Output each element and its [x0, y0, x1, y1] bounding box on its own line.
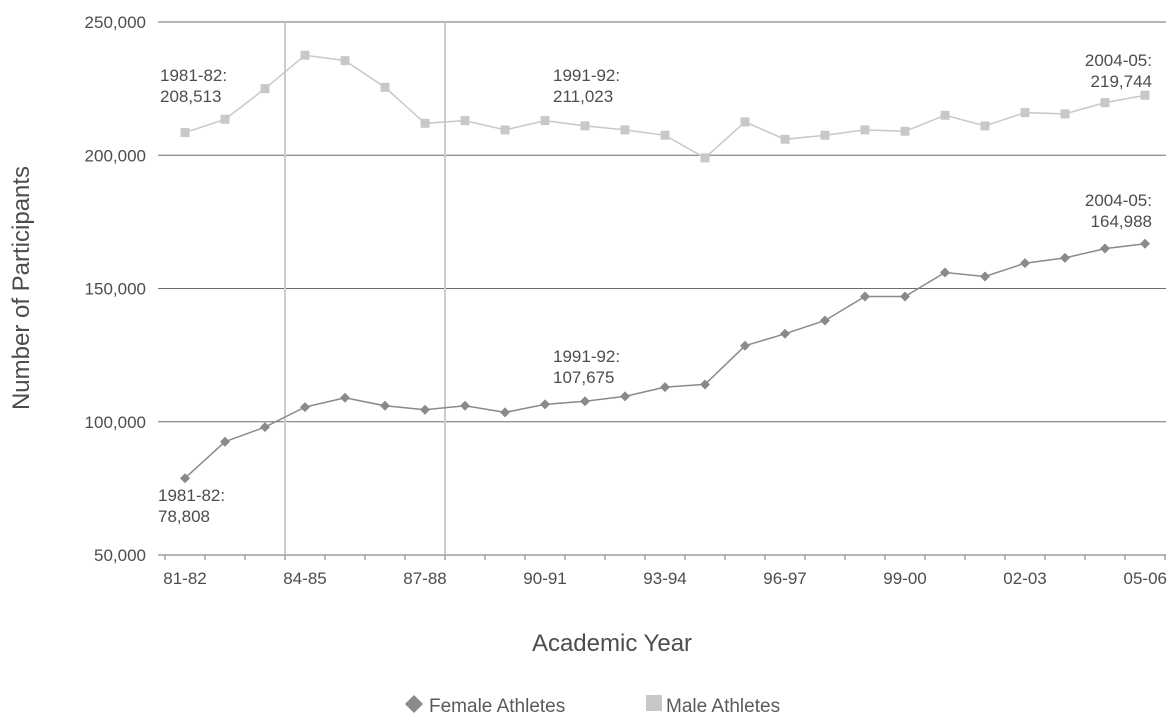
male-point — [220, 114, 230, 124]
y-axis-title: Number of Participants — [8, 166, 35, 410]
male-point — [700, 153, 710, 163]
x-tick-label: 96-97 — [763, 569, 806, 588]
y-tick-label: 150,000 — [85, 280, 146, 299]
male-point — [820, 130, 830, 140]
female-point — [460, 400, 470, 411]
y-tick-label: 100,000 — [85, 413, 146, 432]
female-point — [500, 407, 510, 418]
legend-male-marker — [646, 695, 662, 711]
male-point — [940, 110, 950, 120]
annotation-label: 1981-82: — [160, 66, 227, 85]
female-point — [900, 291, 910, 302]
y-tick-label: 50,000 — [94, 546, 146, 565]
male-point — [860, 125, 870, 135]
annotation-label: 211,023 — [553, 87, 613, 106]
female-point — [940, 267, 950, 278]
male-point — [380, 82, 390, 92]
annotation-label: 78,808 — [158, 507, 210, 526]
gridlines: 50,000 100,000 150,000 200,000 250,000 — [85, 13, 1166, 565]
female-point — [980, 271, 990, 282]
series-lines — [180, 50, 1150, 484]
male-point — [580, 121, 590, 131]
female-point — [860, 291, 870, 302]
x-tick-label: 87-88 — [403, 569, 446, 588]
female-point — [1020, 258, 1030, 269]
male-point — [540, 116, 550, 126]
series-line-male — [184, 54, 1146, 159]
x-tick-label: 81-82 — [163, 569, 206, 588]
x-axis-title: Academic Year — [532, 630, 692, 657]
female-point — [340, 392, 350, 403]
legend: Female Athletes Male Athletes — [405, 695, 780, 715]
female-point — [1140, 238, 1150, 249]
female-point — [420, 404, 430, 415]
annotation-label: 1991-92: — [553, 347, 620, 366]
female-point — [260, 422, 270, 433]
annotation-label: 2004-05: — [1085, 51, 1152, 70]
annotation-label: 219,744 — [1091, 72, 1152, 91]
legend-female-marker — [405, 695, 423, 713]
x-tick-label: 93-94 — [643, 569, 686, 588]
female-point — [780, 328, 790, 339]
annotation-label: 208,513 — [160, 87, 221, 106]
male-point — [300, 50, 310, 60]
male-point — [340, 56, 350, 66]
female-point — [540, 399, 550, 410]
y-tick-label: 250,000 — [85, 13, 146, 32]
annotation-label: 107,675 — [553, 368, 614, 387]
legend-male-label: Male Athletes — [666, 696, 780, 715]
y-tick-label: 200,000 — [85, 146, 146, 165]
female-point — [1100, 243, 1110, 254]
female-point — [580, 396, 590, 407]
male-point — [1100, 98, 1110, 108]
male-point — [780, 134, 790, 144]
annotation-label: 1981-82: — [158, 486, 225, 505]
annotations: 1981-82: 208,513 1991-92: 211,023 2004-05: 21… — [158, 51, 1152, 526]
female-point — [1060, 252, 1070, 263]
x-axis: 81-82 84-85 87-88 90-91 93-94 96-97 99-00 02-03… — [163, 555, 1167, 588]
female-point — [380, 400, 390, 411]
male-point — [900, 126, 910, 136]
male-point — [980, 121, 990, 131]
female-point — [300, 402, 310, 413]
male-point — [420, 118, 430, 128]
female-point — [700, 379, 710, 390]
x-tick-label: 02-03 — [1003, 569, 1046, 588]
series-line-female — [184, 242, 1146, 479]
reference-lines — [284, 22, 446, 555]
annotation-label: 164,988 — [1091, 212, 1152, 231]
male-point — [500, 125, 510, 135]
male-point — [660, 130, 670, 140]
male-point — [460, 116, 470, 126]
female-point — [180, 473, 190, 484]
male-point — [180, 128, 190, 138]
legend-female-label: Female Athletes — [429, 696, 565, 715]
male-point — [1020, 108, 1030, 118]
male-point — [740, 117, 750, 127]
x-tick-label: 84-85 — [283, 569, 326, 588]
female-point — [220, 436, 230, 447]
annotation-label: 2004-05: — [1085, 191, 1152, 210]
female-point — [740, 340, 750, 351]
x-tick-label: 90-91 — [523, 569, 566, 588]
female-point — [820, 315, 830, 326]
male-point — [620, 125, 630, 135]
female-point — [620, 391, 630, 402]
female-point — [660, 382, 670, 393]
male-point — [260, 84, 270, 94]
x-tick-label: 99-00 — [883, 569, 926, 588]
male-point — [1060, 109, 1070, 119]
male-point — [1140, 90, 1150, 100]
x-tick-label: 05-06 — [1124, 569, 1167, 588]
annotation-label: 1991-92: — [553, 66, 620, 85]
